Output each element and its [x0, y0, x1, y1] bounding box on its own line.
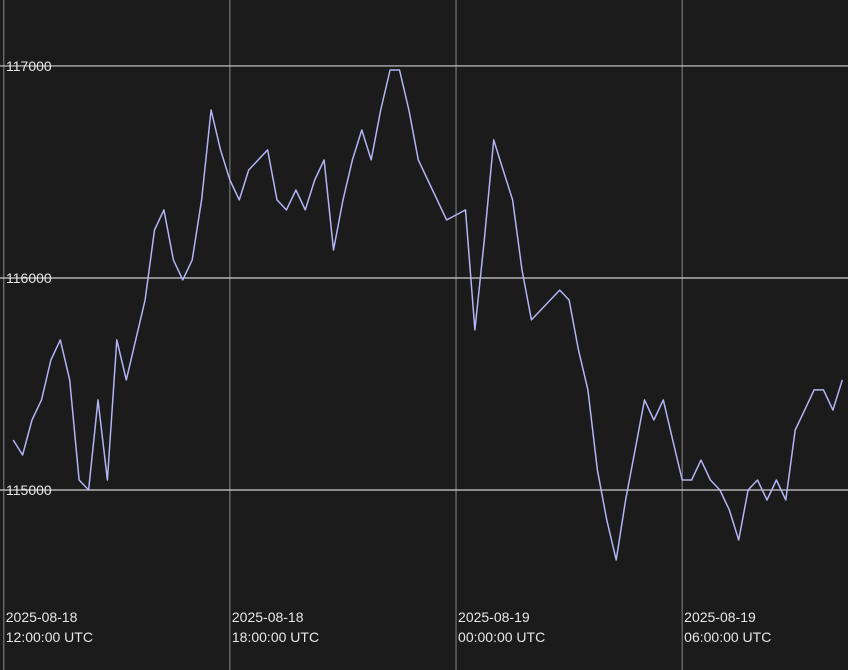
y-tick-label: 117000	[6, 58, 52, 74]
x-tick-label: 18:00:00 UTC	[232, 629, 319, 645]
x-tick-label: 06:00:00 UTC	[684, 629, 771, 645]
x-tick-label: 00:00:00 UTC	[458, 629, 545, 645]
x-tick-label: 2025-08-19	[458, 609, 530, 625]
y-tick-label: 115000	[6, 482, 52, 498]
y-tick-label: 116000	[6, 270, 52, 286]
x-tick-label: 2025-08-19	[684, 609, 756, 625]
x-tick-label: 2025-08-18	[232, 609, 304, 625]
price-line	[12, 69, 844, 561]
x-tick-label: 12:00:00 UTC	[6, 629, 93, 645]
x-tick-label: 2025-08-18	[6, 609, 78, 625]
